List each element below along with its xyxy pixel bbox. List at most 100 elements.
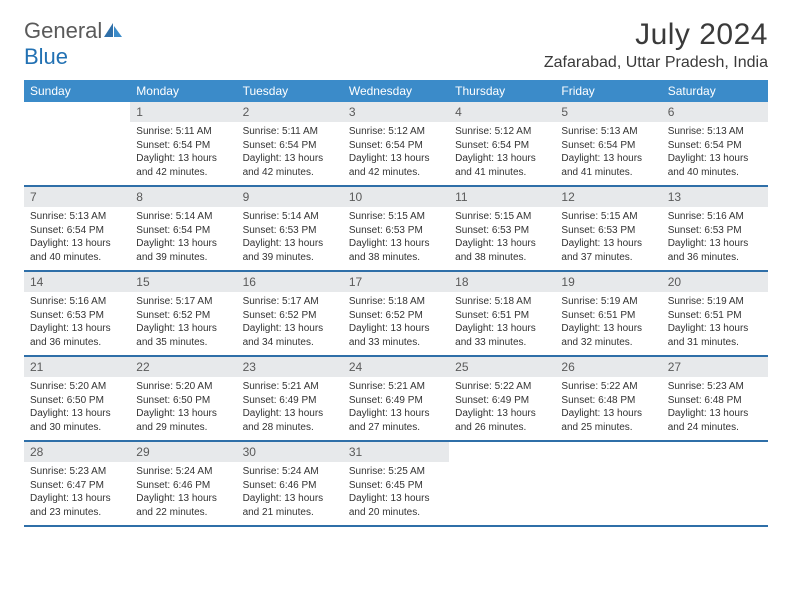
day-cell: 20Sunrise: 5:19 AMSunset: 6:51 PMDayligh… [662, 272, 768, 355]
weekday-header: Tuesday [237, 80, 343, 102]
day-details: Sunrise: 5:15 AMSunset: 6:53 PMDaylight:… [555, 207, 661, 270]
weekday-header: Sunday [24, 80, 130, 102]
sunset-text: Sunset: 6:51 PM [455, 309, 549, 323]
day-cell: 11Sunrise: 5:15 AMSunset: 6:53 PMDayligh… [449, 187, 555, 270]
sunset-text: Sunset: 6:49 PM [243, 394, 337, 408]
sunset-text: Sunset: 6:50 PM [30, 394, 124, 408]
daylight-text: Daylight: 13 hours and 37 minutes. [561, 237, 655, 264]
daylight-text: Daylight: 13 hours and 35 minutes. [136, 322, 230, 349]
day-number: 8 [130, 187, 236, 207]
sunrise-text: Sunrise: 5:12 AM [455, 125, 549, 139]
sunset-text: Sunset: 6:52 PM [243, 309, 337, 323]
daylight-text: Daylight: 13 hours and 31 minutes. [668, 322, 762, 349]
day-cell: 8 Sunrise: 5:14 AMSunset: 6:54 PMDaylight… [130, 187, 236, 270]
daylight-text: Daylight: 13 hours and 34 minutes. [243, 322, 337, 349]
sunset-text: Sunset: 6:53 PM [243, 224, 337, 238]
brand-name: GeneralBlue [24, 18, 123, 70]
weekday-header: Saturday [662, 80, 768, 102]
day-number: 27 [662, 357, 768, 377]
day-details: Sunrise: 5:23 AMSunset: 6:47 PMDaylight:… [24, 462, 130, 525]
daylight-text: Daylight: 13 hours and 28 minutes. [243, 407, 337, 434]
day-cell: 16 Sunrise: 5:17 AMSunset: 6:52 PMDayligh… [237, 272, 343, 355]
sunrise-text: Sunrise: 5:12 AM [349, 125, 443, 139]
day-number: 21 [24, 357, 130, 377]
daylight-text: Daylight: 13 hours and 40 minutes. [668, 152, 762, 179]
weekday-header: Thursday [449, 80, 555, 102]
weekday-header: Friday [555, 80, 661, 102]
day-number: 4 [449, 102, 555, 122]
day-number: 16 [237, 272, 343, 292]
day-number: 17 [343, 272, 449, 292]
day-details: Sunrise: 5:18 AMSunset: 6:52 PMDaylight:… [343, 292, 449, 355]
brand-part2: Blue [24, 44, 68, 69]
sunset-text: Sunset: 6:47 PM [30, 479, 124, 493]
sunset-text: Sunset: 6:49 PM [349, 394, 443, 408]
day-number: 3 [343, 102, 449, 122]
sunrise-text: Sunrise: 5:17 AM [243, 295, 337, 309]
day-details: Sunrise: 5:19 AMSunset: 6:51 PMDaylight:… [662, 292, 768, 355]
day-number: 19 [555, 272, 661, 292]
day-number: 10 [343, 187, 449, 207]
sunrise-text: Sunrise: 5:23 AM [30, 465, 124, 479]
sunrise-text: Sunrise: 5:23 AM [668, 380, 762, 394]
sunset-text: Sunset: 6:54 PM [243, 139, 337, 153]
sunrise-text: Sunrise: 5:24 AM [243, 465, 337, 479]
title-block: July 2024 Zafarabad, Uttar Pradesh, Indi… [544, 18, 768, 72]
daylight-text: Daylight: 13 hours and 29 minutes. [136, 407, 230, 434]
sunrise-text: Sunrise: 5:15 AM [561, 210, 655, 224]
day-number: 14 [24, 272, 130, 292]
day-details: Sunrise: 5:13 AMSunset: 6:54 PMDaylight:… [662, 122, 768, 185]
location-label: Zafarabad, Uttar Pradesh, India [544, 54, 768, 72]
day-number: 24 [343, 357, 449, 377]
day-details: Sunrise: 5:11 AMSunset: 6:54 PMDaylight:… [130, 122, 236, 185]
day-details: Sunrise: 5:12 AMSunset: 6:54 PMDaylight:… [449, 122, 555, 185]
sunset-text: Sunset: 6:48 PM [561, 394, 655, 408]
page-header: GeneralBlue July 2024 Zafarabad, Uttar P… [24, 18, 768, 72]
day-details: Sunrise: 5:22 AMSunset: 6:48 PMDaylight:… [555, 377, 661, 440]
day-cell: 2Sunrise: 5:11 AMSunset: 6:54 PMDaylight… [237, 102, 343, 185]
day-cell: 31Sunrise: 5:25 AMSunset: 6:45 PMDayligh… [343, 442, 449, 525]
daylight-text: Daylight: 13 hours and 38 minutes. [349, 237, 443, 264]
sunset-text: Sunset: 6:53 PM [668, 224, 762, 238]
sunrise-text: Sunrise: 5:15 AM [455, 210, 549, 224]
weekday-header: Wednesday [343, 80, 449, 102]
day-cell: 10Sunrise: 5:15 AMSunset: 6:53 PMDayligh… [343, 187, 449, 270]
daylight-text: Daylight: 13 hours and 22 minutes. [136, 492, 230, 519]
daylight-text: Daylight: 13 hours and 26 minutes. [455, 407, 549, 434]
daylight-text: Daylight: 13 hours and 32 minutes. [561, 322, 655, 349]
week-row: 28Sunrise: 5:23 AMSunset: 6:47 PMDayligh… [24, 442, 768, 527]
sunrise-text: Sunrise: 5:18 AM [349, 295, 443, 309]
day-cell: 4Sunrise: 5:12 AMSunset: 6:54 PMDaylight… [449, 102, 555, 185]
sunset-text: Sunset: 6:54 PM [561, 139, 655, 153]
day-details: Sunrise: 5:15 AMSunset: 6:53 PMDaylight:… [449, 207, 555, 270]
sunrise-text: Sunrise: 5:19 AM [668, 295, 762, 309]
sunset-text: Sunset: 6:54 PM [349, 139, 443, 153]
daylight-text: Daylight: 13 hours and 39 minutes. [136, 237, 230, 264]
day-details: Sunrise: 5:12 AMSunset: 6:54 PMDaylight:… [343, 122, 449, 185]
day-details: Sunrise: 5:16 AMSunset: 6:53 PMDaylight:… [662, 207, 768, 270]
day-number: 5 [555, 102, 661, 122]
daylight-text: Daylight: 13 hours and 23 minutes. [30, 492, 124, 519]
sunrise-text: Sunrise: 5:21 AM [243, 380, 337, 394]
daylight-text: Daylight: 13 hours and 25 minutes. [561, 407, 655, 434]
sunset-text: Sunset: 6:54 PM [136, 224, 230, 238]
day-details: Sunrise: 5:24 AMSunset: 6:46 PMDaylight:… [130, 462, 236, 525]
sunrise-text: Sunrise: 5:16 AM [30, 295, 124, 309]
daylight-text: Daylight: 13 hours and 21 minutes. [243, 492, 337, 519]
sunrise-text: Sunrise: 5:13 AM [668, 125, 762, 139]
sunset-text: Sunset: 6:54 PM [455, 139, 549, 153]
sunset-text: Sunset: 6:45 PM [349, 479, 443, 493]
sunrise-text: Sunrise: 5:21 AM [349, 380, 443, 394]
weekday-header-row: SundayMondayTuesdayWednesdayThursdayFrid… [24, 80, 768, 102]
daylight-text: Daylight: 13 hours and 20 minutes. [349, 492, 443, 519]
sunrise-text: Sunrise: 5:13 AM [561, 125, 655, 139]
day-number: 25 [449, 357, 555, 377]
sunrise-text: Sunrise: 5:14 AM [136, 210, 230, 224]
sunrise-text: Sunrise: 5:20 AM [30, 380, 124, 394]
sunrise-text: Sunrise: 5:24 AM [136, 465, 230, 479]
sunrise-text: Sunrise: 5:13 AM [30, 210, 124, 224]
day-cell: 29Sunrise: 5:24 AMSunset: 6:46 PMDayligh… [130, 442, 236, 525]
daylight-text: Daylight: 13 hours and 27 minutes. [349, 407, 443, 434]
sunrise-text: Sunrise: 5:16 AM [668, 210, 762, 224]
day-number: 23 [237, 357, 343, 377]
